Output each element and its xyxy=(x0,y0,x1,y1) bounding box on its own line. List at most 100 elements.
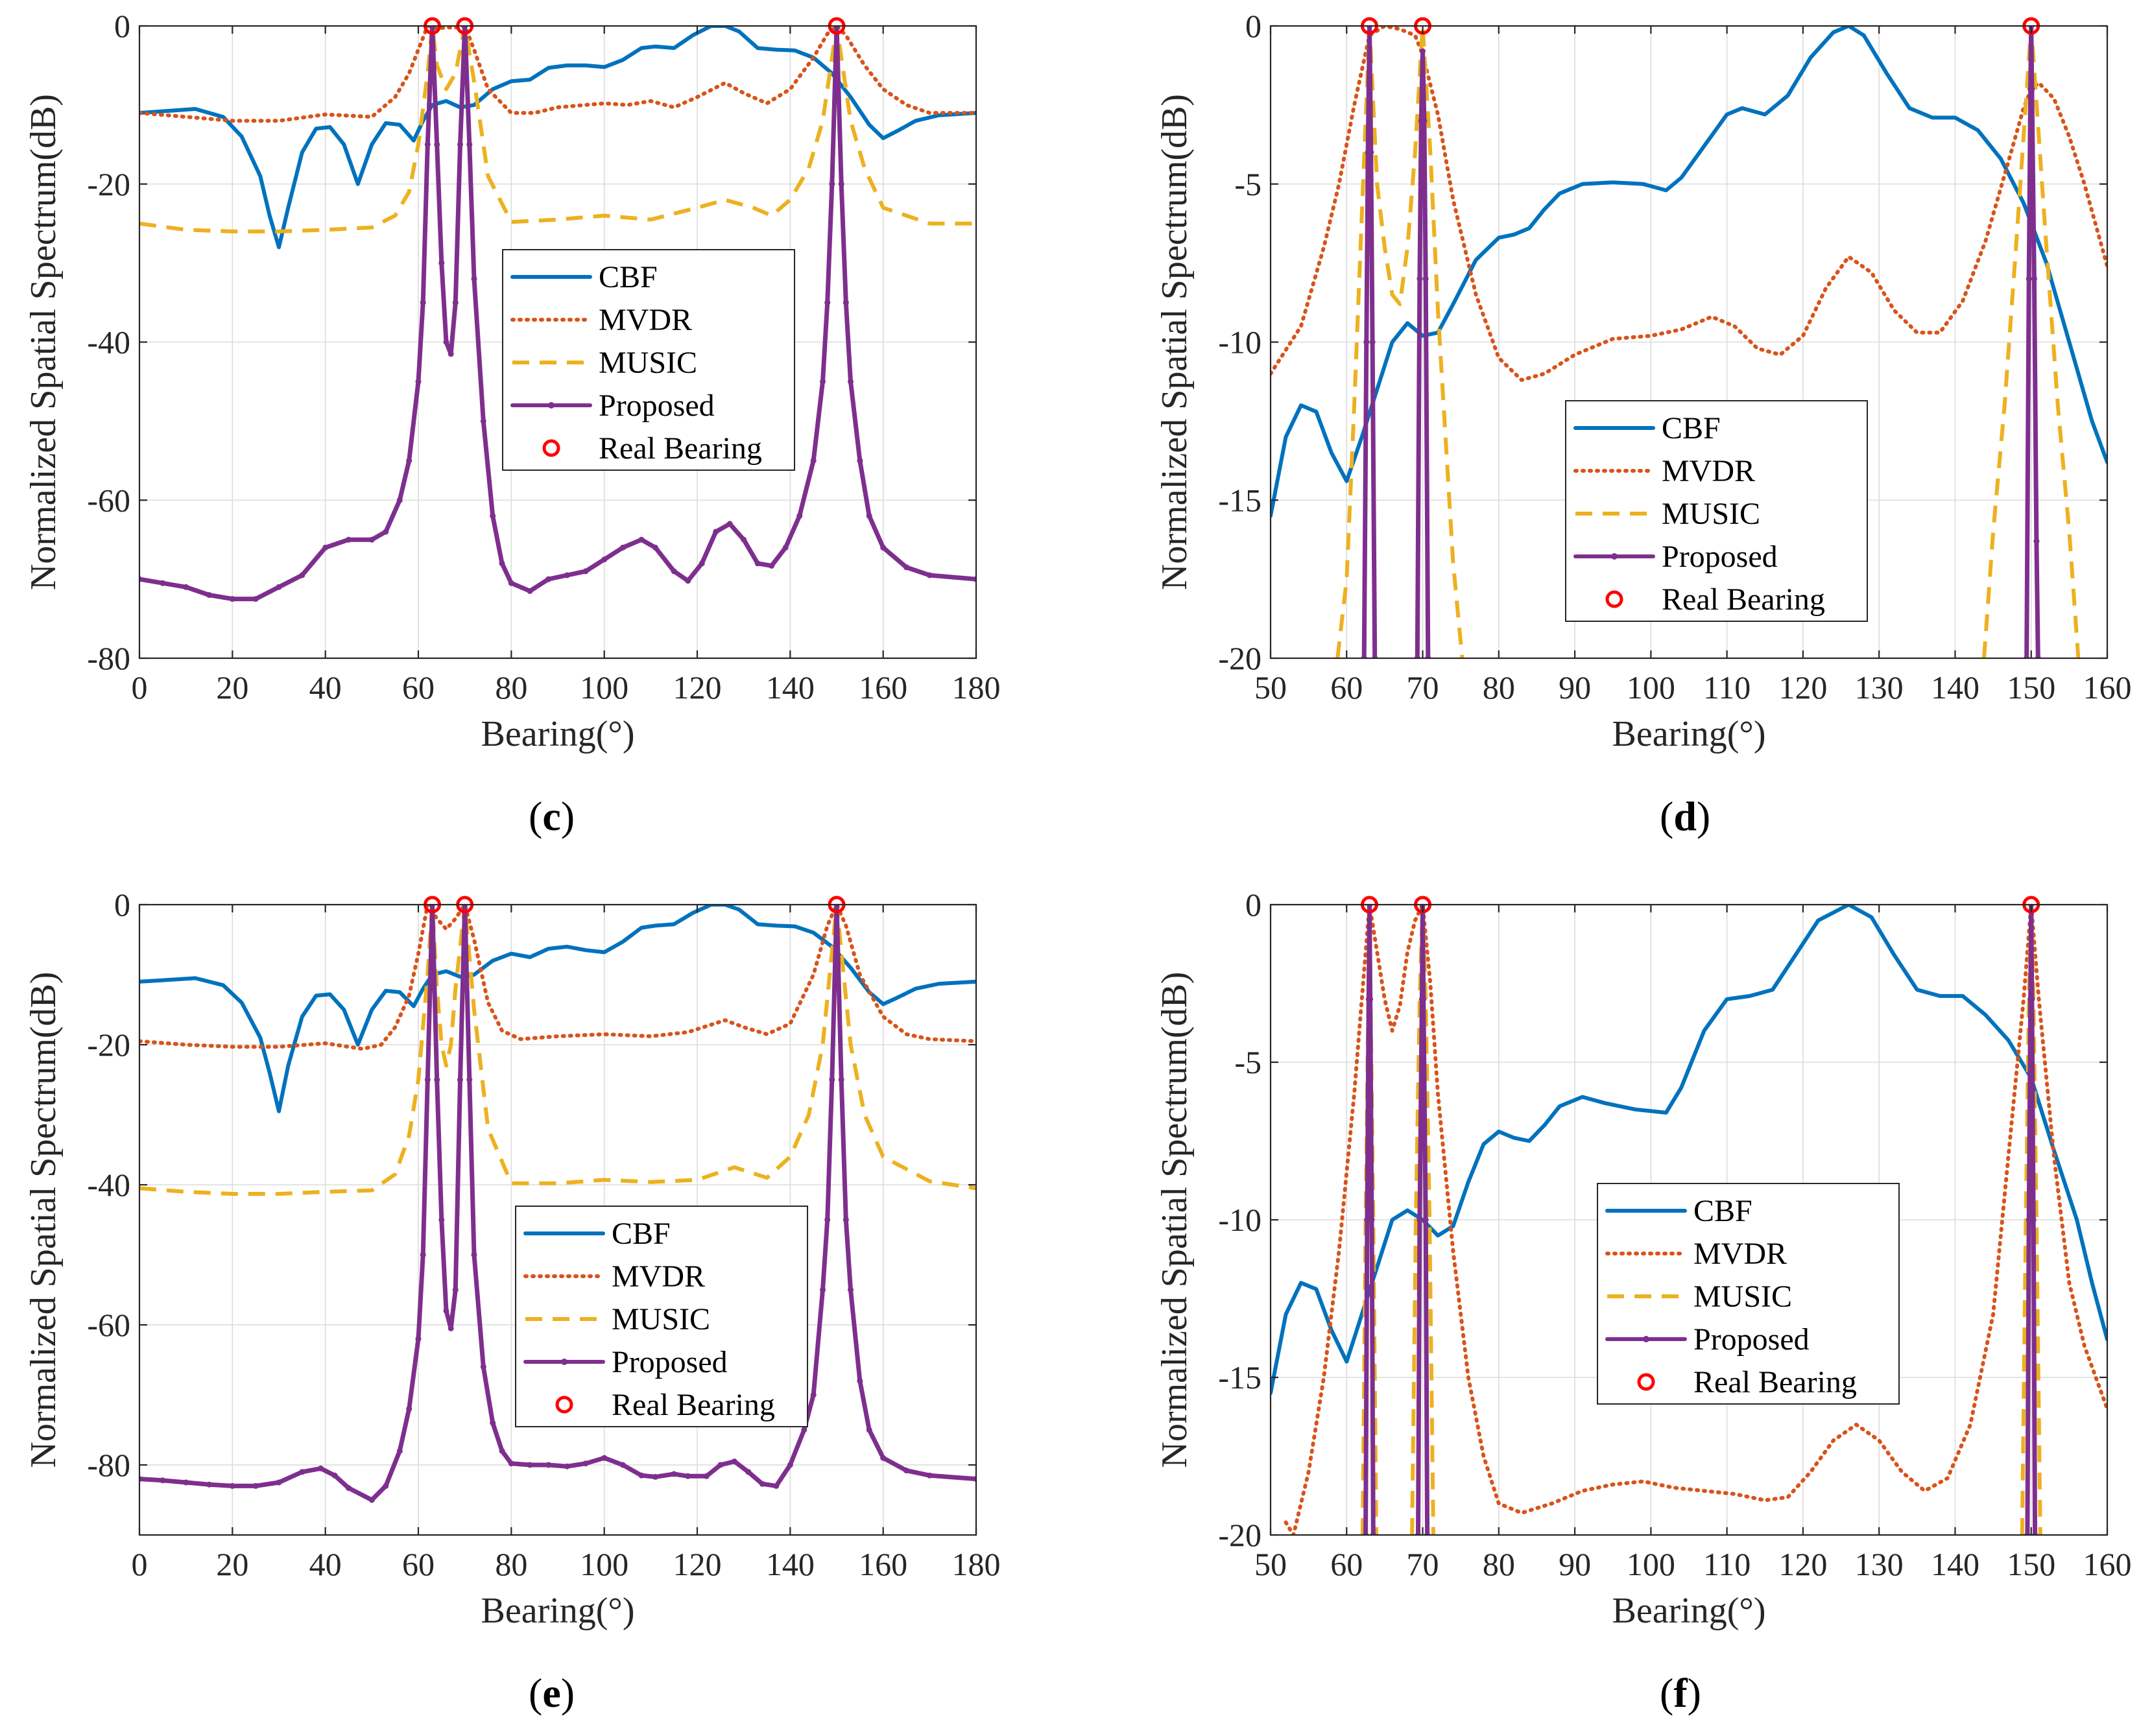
legend-label-mvdr: MVDR xyxy=(1662,454,1755,488)
legend-label-proposed: Proposed xyxy=(612,1345,728,1379)
legend-label-music: MUSIC xyxy=(612,1302,710,1337)
series-marker-proposed xyxy=(206,1481,212,1488)
series-marker-proposed xyxy=(652,1473,658,1480)
subfigure-label: (e) xyxy=(529,1670,575,1716)
series-marker-proposed xyxy=(829,1076,835,1083)
legend-label-real-bearing: Real Bearing xyxy=(599,431,762,466)
y-axis-title: Normalized Spatial Spectrum(dB) xyxy=(1154,94,1195,590)
series-marker-proposed xyxy=(383,529,389,535)
series-marker-proposed xyxy=(466,1076,473,1083)
series-marker-proposed xyxy=(773,1482,780,1489)
series-marker-proposed xyxy=(601,1455,608,1461)
legend-box xyxy=(515,1206,808,1427)
series-marker-proposed xyxy=(713,529,719,535)
series-marker-proposed xyxy=(1363,339,1370,345)
x-tick-label: 150 xyxy=(2007,669,2055,706)
legend-label-real-bearing: Real Bearing xyxy=(1693,1365,1857,1399)
series-marker-proposed xyxy=(903,1468,909,1474)
x-tick-label: 60 xyxy=(402,1546,435,1582)
series-marker-proposed xyxy=(299,572,305,578)
series-marker-proposed xyxy=(671,1471,677,1477)
x-tick-label: 20 xyxy=(216,669,248,706)
series-marker-proposed xyxy=(480,418,486,424)
series-marker-proposed xyxy=(2026,276,2032,282)
axes-frame xyxy=(138,903,977,1536)
panel-c: 0 20 40 60 80 100 120 140 160 180 -80 -60 -40 -20 0 Bea… xyxy=(0,0,1076,869)
series-line-music xyxy=(139,26,976,233)
series-line-proposed xyxy=(139,905,976,1503)
y-tick-label: 0 xyxy=(114,886,130,923)
x-tick-label: 120 xyxy=(673,1546,722,1582)
x-tick-label: 100 xyxy=(580,669,628,706)
series-marker-proposed xyxy=(601,556,608,563)
series-marker-proposed xyxy=(1414,655,1420,658)
legend-box xyxy=(1597,1183,1900,1405)
series-marker-proposed xyxy=(619,1462,626,1468)
series-marker-proposed xyxy=(699,560,705,567)
series-marker-proposed xyxy=(582,1460,589,1467)
legend-label-real-bearing: Real Bearing xyxy=(1662,582,1825,617)
series-marker-proposed xyxy=(471,276,477,282)
legend-marker-proposed xyxy=(1611,553,1618,560)
x-tick-label: 40 xyxy=(309,669,342,706)
legend-label-music: MUSIC xyxy=(1693,1279,1792,1314)
series-group xyxy=(139,26,976,602)
series-marker-proposed xyxy=(838,181,844,187)
series-marker-proposed xyxy=(499,560,505,567)
x-tick-label: 100 xyxy=(580,1546,628,1582)
series-group xyxy=(139,905,976,1503)
legend: CBF MVDR MUSIC Proposed Real Bearing xyxy=(1565,400,1868,622)
x-tick-label: 120 xyxy=(1778,1546,1827,1582)
series-marker-proposed xyxy=(457,1076,463,1083)
series-marker-proposed xyxy=(434,141,440,148)
x-tick-label: 160 xyxy=(859,669,907,706)
y-tick-label: -20 xyxy=(1218,1517,1261,1553)
y-tick-label: -20 xyxy=(87,166,130,202)
series-marker-proposed xyxy=(1417,1217,1423,1223)
legend-box xyxy=(502,249,795,471)
series-line-proposed-part-2 xyxy=(2024,26,2040,658)
series-marker-proposed xyxy=(252,596,259,602)
series-marker-proposed xyxy=(434,1076,440,1083)
series-marker-proposed xyxy=(564,1463,570,1469)
series-marker-proposed xyxy=(903,564,909,571)
series-marker-proposed xyxy=(866,1427,872,1433)
series-marker-proposed xyxy=(1367,996,1374,1003)
series-marker-proposed xyxy=(2029,996,2035,1003)
series-marker-proposed xyxy=(759,1480,765,1487)
series-marker-proposed xyxy=(183,1479,189,1486)
series-line-cbf xyxy=(1271,905,2107,1396)
series-marker-proposed xyxy=(508,580,514,586)
series-marker-proposed xyxy=(545,1462,552,1468)
x-tick-label: 70 xyxy=(1407,1546,1439,1582)
x-tick-label: 160 xyxy=(2083,1546,2132,1582)
series-marker-proposed xyxy=(429,905,435,908)
y-tick-label: -60 xyxy=(87,1307,130,1343)
x-tick-label: 90 xyxy=(1559,1546,1591,1582)
legend-label-proposed: Proposed xyxy=(599,388,715,423)
legend-label-proposed: Proposed xyxy=(1662,540,1778,574)
series-marker-proposed xyxy=(406,457,412,464)
series-marker-proposed xyxy=(973,1476,976,1482)
series-marker-proposed xyxy=(866,513,872,519)
series-marker-proposed xyxy=(824,1217,831,1223)
series-marker-proposed xyxy=(508,1460,514,1467)
series-marker-proposed xyxy=(527,1462,533,1468)
series-marker-proposed xyxy=(787,1462,793,1468)
x-tick-label: 20 xyxy=(216,1546,248,1582)
series-marker-proposed xyxy=(843,300,849,306)
series-marker-proposed xyxy=(299,1469,305,1475)
series-marker-proposed xyxy=(406,1406,412,1412)
series-line-music-part-2 xyxy=(2020,905,2042,1535)
series-marker-proposed xyxy=(438,260,445,267)
series-marker-proposed xyxy=(880,544,887,551)
legend-label-mvdr: MVDR xyxy=(599,303,692,337)
series-marker-proposed xyxy=(443,1307,449,1314)
legend-box xyxy=(1565,400,1868,622)
series-marker-proposed xyxy=(276,584,282,590)
series-marker-proposed xyxy=(880,1455,887,1461)
x-tick-label: 180 xyxy=(952,1546,1001,1582)
chart-f: 50 60 70 80 90 100 110 120 130 140 150 160 -20 -15 -10… xyxy=(1154,886,2132,1716)
x-tick-label: 80 xyxy=(1483,669,1515,706)
series-marker-proposed xyxy=(769,562,775,569)
